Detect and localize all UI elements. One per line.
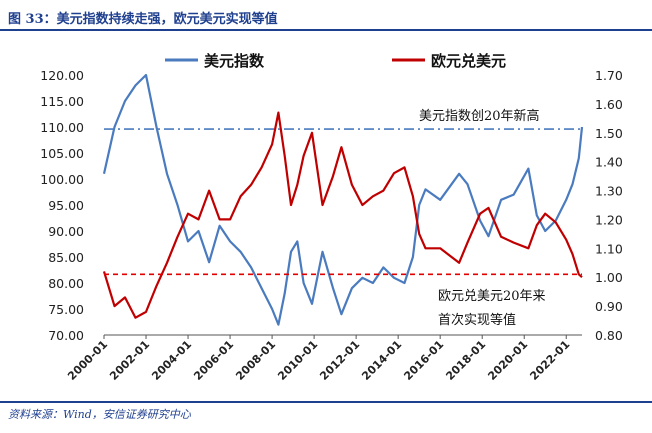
y-left-tick-label: 105.00 (40, 146, 84, 161)
y-left-tick-label: 90.00 (48, 224, 84, 239)
x-tick-label: 2022-01 (527, 338, 572, 383)
y-left-tick-label: 75.00 (48, 302, 84, 317)
y-right-tick-label: 1.10 (595, 241, 623, 256)
annotation-eur-parity-2: 首次实现等值 (438, 312, 516, 328)
y-right-tick-label: 1.40 (595, 155, 623, 170)
source-note: 资料来源：Wind，安信证券研究中心 (8, 408, 191, 421)
annotation-usd-high: 美元指数创20年新高 (419, 108, 540, 124)
x-tick-label: 2012-01 (317, 338, 362, 383)
title-rule (0, 29, 652, 31)
y-left-tick-label: 120.00 (40, 68, 84, 83)
y-left-tick-label: 115.00 (40, 94, 84, 109)
y-right-tick-label: 1.30 (595, 184, 623, 199)
y-left-tick-label: 100.00 (40, 172, 84, 187)
x-axis: 2000-012002-012004-012006-012008-012010-… (65, 334, 582, 383)
y-left-tick-label: 80.00 (48, 276, 84, 291)
y-right-tick-label: 0.90 (595, 299, 623, 314)
x-tick-label: 2000-01 (65, 338, 110, 383)
y-right-tick-label: 1.20 (595, 212, 623, 227)
x-tick-label: 2010-01 (275, 338, 320, 383)
y-right-tick-label: 0.80 (595, 328, 623, 343)
y-axis-left: 70.00 75.00 80.00 85.00 90.00 95.00 100.00 105.… (40, 68, 84, 343)
x-tick-label: 2016-01 (401, 338, 446, 383)
y-right-tick-label: 1.60 (595, 97, 623, 112)
y-left-tick-label: 70.00 (48, 328, 84, 343)
y-axis-right: 0.80 0.90 1.00 1.10 1.20 1.30 1.40 1.50 1.60 1.70 (595, 68, 623, 343)
title-rule-accent (640, 29, 652, 31)
x-tick-label: 2020-01 (485, 338, 530, 383)
reference-lines (104, 128, 582, 276)
y-right-tick-label: 1.70 (595, 68, 623, 83)
x-tick-label: 2014-01 (359, 338, 404, 383)
footer-rule (0, 401, 652, 403)
annotation-eur-parity-1: 欧元兑美元20年来 (438, 289, 546, 304)
x-tick-label: 2002-01 (107, 338, 152, 383)
series-line-usd-index (102, 73, 584, 326)
figure-title: 图 33：美元指数持续走强，欧元美元实现等值 (8, 12, 278, 27)
y-left-tick-label: 95.00 (48, 198, 84, 213)
legend-label-eur: 欧元兑美元 (431, 52, 506, 70)
series-line-eur-usd (102, 111, 583, 319)
y-right-tick-label: 1.50 (595, 126, 623, 141)
chart: 70.00 75.00 80.00 85.00 90.00 95.00 100.00 105.… (40, 52, 623, 383)
y-left-tick-label: 85.00 (48, 250, 84, 265)
series-layer (102, 73, 584, 326)
x-tick-label: 2008-01 (233, 338, 278, 383)
legend-label-usd: 美元指数 (204, 52, 265, 70)
x-tick-label: 2018-01 (443, 338, 488, 383)
x-tick-label: 2006-01 (191, 338, 236, 383)
y-left-tick-label: 110.00 (40, 120, 84, 135)
legend: 美元指数 欧元兑美元 (165, 52, 506, 70)
x-tick-label: 2004-01 (149, 338, 194, 383)
y-right-tick-label: 1.00 (595, 270, 623, 285)
